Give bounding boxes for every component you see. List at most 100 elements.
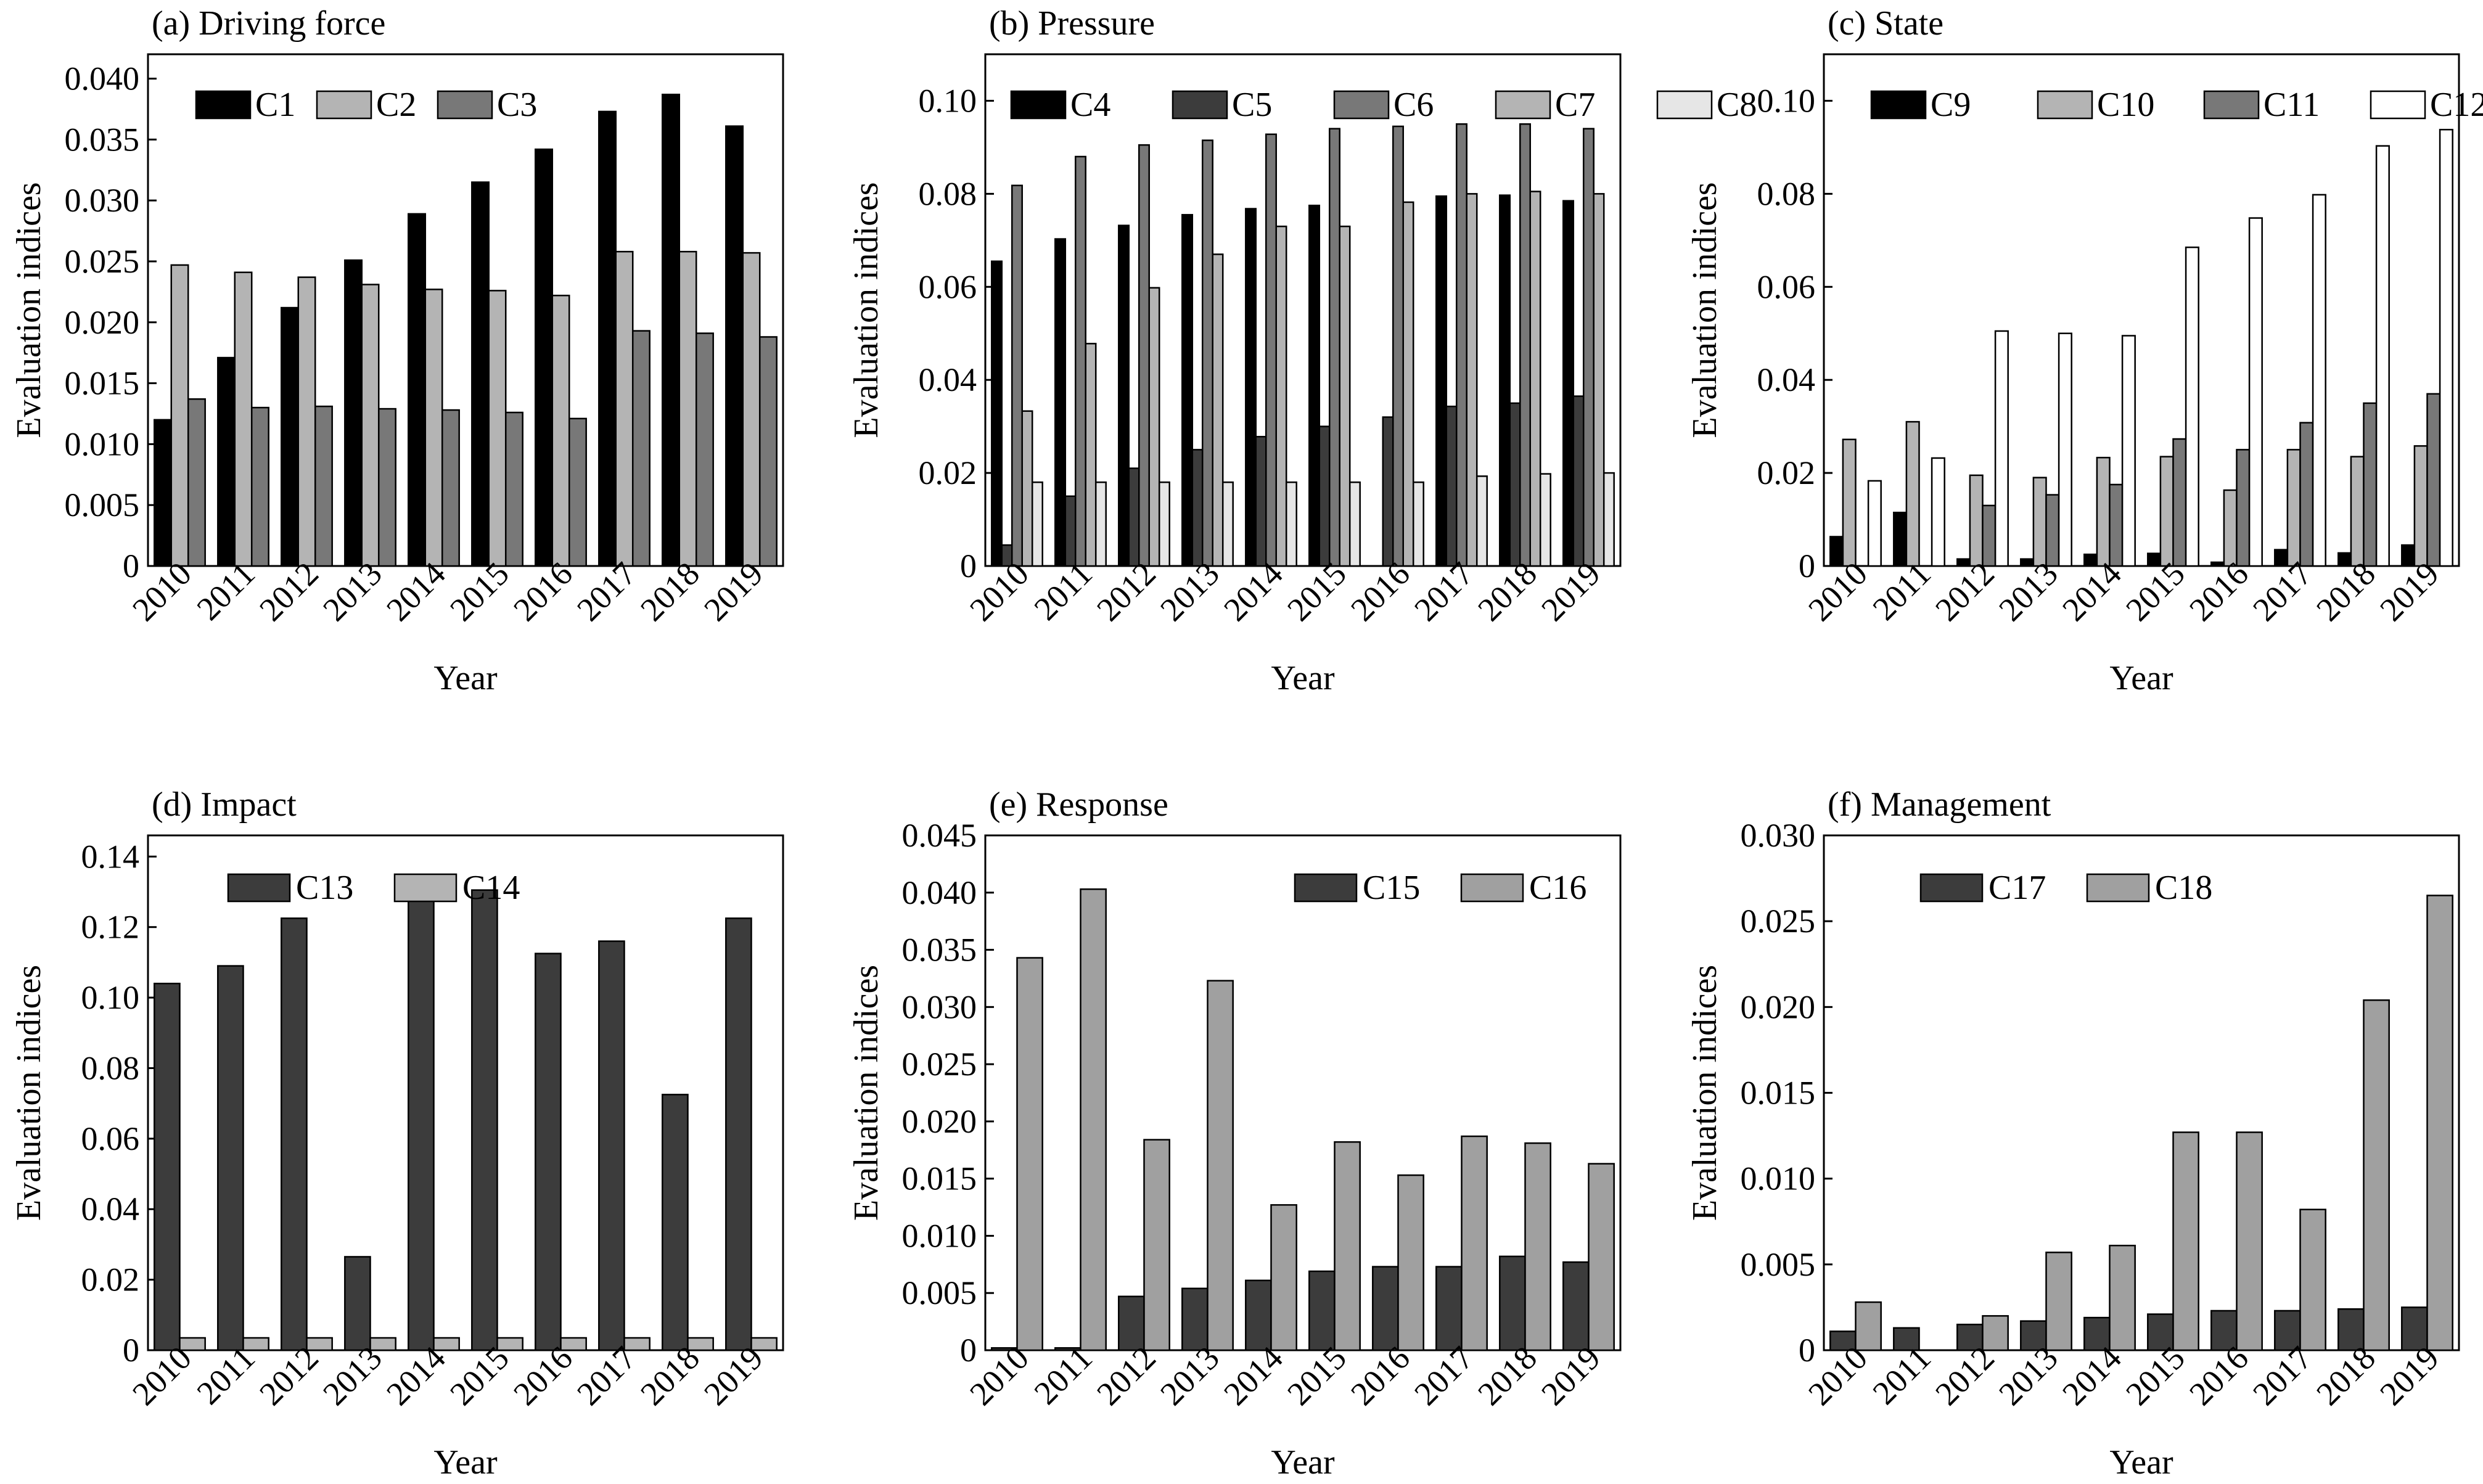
plot-frame	[984, 834, 1622, 1351]
legend: C13 C14	[227, 869, 520, 907]
bar-c5-2012	[1128, 467, 1140, 567]
y-tick-label: 0.015	[902, 1160, 977, 1197]
bar-c16-2010	[1016, 957, 1043, 1351]
bar-c3-2019	[758, 336, 778, 567]
y-tick-label: 0.035	[65, 121, 140, 158]
bar-c7-2019	[1593, 193, 1605, 567]
bar-c11-2017	[2299, 422, 2314, 567]
bar-c12-2017	[2312, 194, 2326, 567]
y-tick-label: 0.02	[919, 454, 977, 491]
bar-c6-2014	[1265, 133, 1277, 567]
bar-c8-2010	[1031, 481, 1043, 567]
bar-c17-2014	[2083, 1316, 2111, 1351]
bar-c10-2013	[2032, 477, 2047, 567]
y-tick-label: 0.015	[1741, 1075, 1816, 1112]
y-tick-label: 0	[1799, 1332, 1815, 1369]
y-tick-label: 0.04	[919, 361, 977, 398]
bar-c6-2011	[1075, 155, 1086, 567]
legend-label: C6	[1393, 86, 1434, 124]
bar-c16-2016	[1397, 1174, 1424, 1351]
bar-c5-2018	[1509, 402, 1521, 567]
bar-c12-2013	[2058, 332, 2072, 567]
panel-title: (a) Driving force	[152, 4, 385, 43]
y-tick-label: 0.025	[1741, 903, 1816, 940]
bar-c15-2012	[1118, 1295, 1145, 1351]
legend-swatch	[2370, 90, 2426, 120]
y-axis-label: Evaluation indices	[10, 182, 48, 438]
bar-c18-2016	[2236, 1131, 2263, 1351]
y-tick-label: 0.005	[902, 1274, 977, 1311]
y-tick-label: 0.025	[902, 1046, 977, 1083]
bar-c11-2019	[2426, 393, 2441, 567]
y-tick-label: 0.02	[1757, 454, 1816, 491]
y-tick-label: 0.10	[919, 82, 977, 119]
bar-c8-2019	[1603, 472, 1615, 567]
y-tick-label: 0.030	[1741, 817, 1816, 854]
plot-frame	[147, 53, 784, 567]
legend-label: C7	[1555, 86, 1595, 124]
y-tick-label: 0.10	[1757, 82, 1816, 119]
bar-c1-2017	[598, 110, 617, 567]
bar-c2-2017	[615, 250, 634, 567]
bar-c8-2013	[1221, 481, 1234, 567]
y-tick-label: 0.015	[65, 365, 140, 402]
bar-c1-2016	[535, 148, 554, 567]
chart-panel-1: (a) Driving force 0 0.005 0.010 0.015 0.020 0.…	[10, 4, 784, 697]
bar-c3-2013	[377, 408, 396, 567]
bar-c2-2014	[424, 289, 443, 567]
legend-label: C3	[497, 86, 537, 124]
bar-c7-2012	[1148, 287, 1160, 567]
legend-label: C4	[1070, 86, 1110, 124]
bar-c6-2015	[1329, 128, 1340, 567]
legend-label: C18	[2155, 869, 2212, 907]
bar-c3-2018	[695, 332, 714, 567]
legend-label: C8	[1717, 86, 1757, 124]
bar-c18-2012	[1982, 1315, 2009, 1351]
bar-c17-2016	[2210, 1310, 2238, 1351]
bar-c6-2017	[1456, 123, 1467, 567]
chart-panel-2: (b) Pressure 0 0.02 0.04 0.06 0.08 0.10 Evaluat…	[847, 4, 1757, 697]
bar-c7-2011	[1085, 343, 1097, 567]
y-tick-label: 0.06	[919, 268, 977, 305]
bar-c14-2016	[560, 1337, 587, 1351]
bar-c12-2010	[1867, 480, 1882, 567]
bar-c2-2010	[170, 264, 189, 567]
bar-c16-2017	[1461, 1135, 1488, 1351]
bar-c16-2011	[1080, 888, 1107, 1351]
bar-c7-2017	[1466, 193, 1478, 567]
y-axis-label: Evaluation indices	[847, 965, 885, 1221]
bar-c2-2018	[678, 250, 697, 567]
x-axis-label: Year	[433, 1443, 498, 1482]
bar-c12-2019	[2439, 128, 2453, 567]
bar-c14-2011	[242, 1337, 269, 1351]
bar-c6-2013	[1202, 139, 1213, 567]
bar-c2-2019	[742, 252, 761, 567]
y-tick-label: 0.02	[81, 1261, 140, 1298]
bar-c17-2012	[1956, 1324, 1984, 1351]
chart-panel-3: (c) State 0 0.02 0.04 0.06 0.08 0.10 Evaluation…	[1686, 4, 2483, 697]
bar-c3-2016	[568, 417, 587, 567]
bar-c6-2010	[1011, 184, 1023, 567]
bar-c8-2014	[1285, 481, 1297, 567]
x-axis-label: Year	[2109, 659, 2173, 697]
bar-c16-2014	[1270, 1204, 1297, 1351]
bar-c17-2018	[2337, 1308, 2365, 1351]
y-tick-label: 0.08	[919, 175, 977, 212]
legend-label: C1	[255, 86, 295, 124]
legend-label: C15	[1363, 869, 1420, 907]
bar-c13-2013	[344, 1256, 371, 1351]
bar-c13-2012	[281, 917, 308, 1351]
bar-c12-2016	[2248, 217, 2263, 567]
chart-panel-6: (f) Management 0 0.005 0.010 0.015 0.020 0.025…	[1686, 785, 2460, 1482]
y-tick-label: 0	[960, 547, 977, 584]
bar-c14-2018	[687, 1337, 714, 1351]
bar-c7-2014	[1275, 225, 1287, 567]
legend: C9 C10 C11 C12	[1870, 86, 2483, 124]
x-axis-label: Year	[1271, 1443, 1335, 1482]
bar-c3-2015	[504, 411, 523, 567]
panel-title: (d) Impact	[152, 785, 297, 824]
legend: C15 C16	[1294, 869, 1586, 907]
bar-c10-2011	[1905, 420, 1920, 567]
legend: C4 C5 C6 C7 C8	[1010, 86, 1757, 124]
